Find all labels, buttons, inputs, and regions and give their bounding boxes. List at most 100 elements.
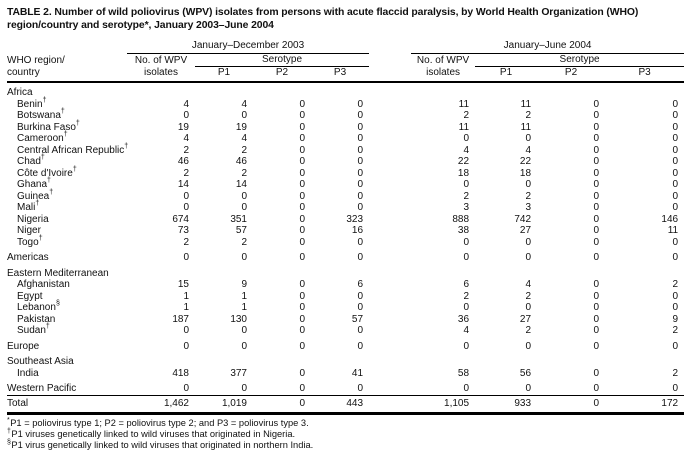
- p3-header-2004: P3: [605, 66, 685, 83]
- cell-value: 351: [230, 213, 247, 225]
- cell-value: 11: [520, 121, 532, 133]
- table-row: Mali† 0 0 0 0 3 3 0 0: [7, 200, 684, 214]
- table-row: Southeast Asia: [7, 352, 684, 368]
- cell-value: 0: [525, 383, 532, 394]
- cell-value: 172: [605, 394, 685, 414]
- isolates-header-2004-line1: No. of WPV: [416, 54, 470, 66]
- column-gap: [369, 325, 411, 337]
- cell-value: 0: [183, 252, 189, 263]
- cell-value: 0: [241, 252, 247, 263]
- table-row: Eastern Mediterranean: [7, 264, 684, 280]
- cell-value: 46: [177, 156, 189, 167]
- cell-value: 0: [183, 202, 189, 213]
- p3-header-2003: P3: [311, 66, 370, 83]
- row-label-text: Western Pacific: [7, 383, 77, 394]
- footnote-marker: †: [63, 131, 68, 139]
- table-row: Central African Republic† 2 2 0 0 4 4 0 0: [7, 143, 684, 157]
- cell-value: 0: [593, 156, 600, 167]
- cell-value: 0: [299, 179, 305, 190]
- cell-value: 3: [463, 202, 470, 213]
- cell-value: 0: [357, 302, 364, 313]
- table-row: Niger 73 57 0 16 38 27 0 11: [7, 225, 684, 237]
- cell-value: 1: [241, 290, 247, 302]
- row-label: Total: [7, 394, 127, 414]
- cell-value: 46: [235, 156, 247, 167]
- footnote-text: P1 viruses genetically linked to wild vi…: [11, 429, 296, 439]
- table-title: TABLE 2. Number of wild poliovirus (WPV)…: [7, 6, 684, 32]
- cell-value: 2: [241, 167, 247, 179]
- cell-value: [605, 352, 684, 368]
- cell-value: 0: [672, 190, 679, 202]
- row-label-text: Eastern Mediterranean: [7, 267, 109, 279]
- cell-value: 0: [525, 252, 532, 263]
- cell-value: 0: [299, 340, 305, 352]
- cell-value: 0: [357, 252, 364, 263]
- cell-value: 0: [357, 144, 364, 156]
- table-row: Sudan† 0 0 0 0 4 2 0 2: [7, 323, 684, 337]
- footnote-marker: †: [45, 323, 50, 331]
- cell-value: 4: [241, 133, 247, 144]
- cell-value: 2: [183, 144, 189, 156]
- cell-value: 0: [525, 133, 532, 144]
- cell-value: 0: [463, 302, 470, 313]
- cell-value: 0: [299, 290, 305, 302]
- cell-value: 0: [525, 236, 532, 248]
- cell-value: 0: [593, 279, 600, 290]
- cell-value: 0: [299, 367, 305, 379]
- table-row: Côte d'Ivoire† 2 2 0 0 18 18 0 0: [7, 166, 684, 180]
- row-label-text: Afghanistan: [17, 279, 70, 290]
- row-label: Eastern Mediterranean: [7, 264, 127, 280]
- cell-value: 0: [357, 110, 364, 121]
- row-label-text: Chad: [17, 156, 41, 167]
- table-row: Pakistan 187 130 0 57 36 27 0 9: [7, 314, 684, 326]
- cell-value: 0: [299, 279, 305, 290]
- cell-value: 0: [357, 190, 364, 202]
- table-row: Togo† 2 2 0 0 0 0 0 0: [7, 235, 684, 249]
- cell-value: 0: [357, 202, 364, 213]
- cell-value: 0: [593, 110, 600, 121]
- cell-value: 0: [241, 110, 247, 121]
- row-label: Africa: [7, 82, 127, 99]
- footnote-serotype: *P1 = poliovirus type 1; P2 = poliovirus…: [7, 417, 684, 429]
- cell-value: 16: [351, 225, 364, 236]
- footnote-marker: †: [60, 108, 65, 116]
- row-label: Nigeria: [7, 214, 127, 226]
- cell-value: 4: [463, 144, 470, 156]
- cell-value: 0: [593, 252, 600, 263]
- row-label-text: Botswana: [17, 110, 61, 121]
- cell-value: [127, 352, 195, 368]
- subheader-row-2: country isolates P1 P2 P3 isolates P1 P2…: [7, 66, 685, 83]
- cell-value: 4: [525, 279, 532, 290]
- cell-value: 4: [463, 325, 470, 336]
- cell-value: 11: [520, 98, 532, 110]
- column-gap: [369, 122, 411, 134]
- row-label: Europe: [7, 337, 127, 353]
- cell-value: 0: [299, 225, 305, 236]
- row-label-text: Africa: [7, 87, 33, 98]
- cell-value: 0: [241, 383, 247, 394]
- cell-value: [311, 82, 369, 99]
- cell-value: 4: [183, 98, 189, 110]
- cell-value: 18: [457, 167, 470, 179]
- cell-value: [253, 264, 311, 280]
- column-gap: [369, 225, 411, 237]
- column-gap: [369, 179, 411, 191]
- cell-value: 0: [672, 290, 679, 302]
- cell-value: 15: [177, 279, 189, 290]
- subheader-row-1: WHO region/ No. of WPV Serotype No. of W…: [7, 53, 685, 67]
- cell-value: 0: [593, 325, 600, 336]
- cell-value: 11: [458, 98, 470, 110]
- cell-value: 18: [519, 167, 532, 179]
- cell-value: 0: [299, 190, 305, 202]
- cell-value: 146: [661, 213, 679, 225]
- serotype-header-2003: Serotype: [195, 53, 370, 67]
- row-label-text: Total: [7, 397, 29, 409]
- region-header-line1: WHO region/: [7, 54, 65, 66]
- cell-value: 6: [357, 279, 364, 290]
- cell-value: [195, 352, 253, 368]
- cell-value: 0: [357, 121, 364, 133]
- cell-value: 0: [241, 325, 247, 336]
- cell-value: 58: [457, 367, 470, 379]
- column-gap: [369, 337, 411, 353]
- cell-value: 2: [525, 190, 532, 202]
